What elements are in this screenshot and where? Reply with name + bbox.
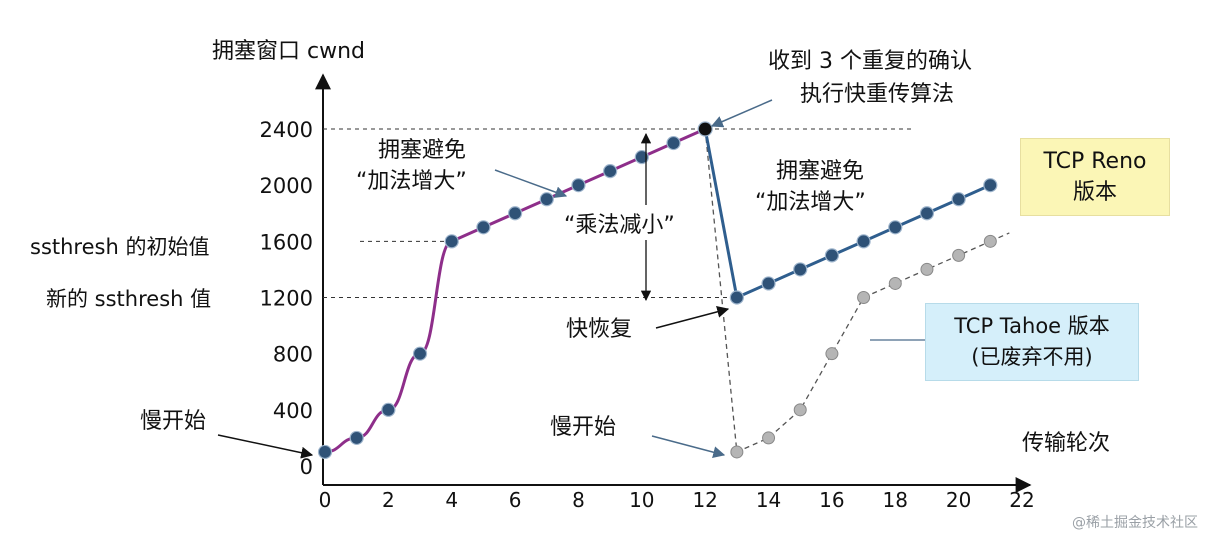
x-tick-14: 14 <box>756 488 781 512</box>
ca-label-2-line1: 拥塞避免 <box>776 159 864 184</box>
three-ack-label-line2: 执行快重传算法 <box>800 82 954 107</box>
fast-recovery-arrow <box>655 305 730 329</box>
tahoe-legend-line2: (已废弃不用) <box>971 345 1093 369</box>
y-tick-1200: 1200 <box>260 287 313 311</box>
reno-point-17 <box>856 234 871 249</box>
x-tick-2: 2 <box>382 488 395 512</box>
tahoe-point-21 <box>983 234 997 248</box>
slow-start-arrow-1 <box>217 434 314 459</box>
reno-legend-line2: 版本 <box>1072 180 1117 205</box>
x-tick-labels: 0 2 4 6 8 10 12 14 16 18 20 22 <box>319 488 1035 512</box>
reno-point-4 <box>444 234 459 249</box>
y-tick-1600: 1600 <box>260 230 313 254</box>
reno-point-13 <box>729 290 744 305</box>
reno-legend-box: TCP Reno 版本 <box>1020 138 1170 216</box>
ca-label-1-line1: 拥塞避免 <box>378 138 466 163</box>
watermark: @稀土掘金技术社区 <box>1072 515 1198 531</box>
reno-point-10 <box>634 149 649 165</box>
reno-line-post <box>703 128 991 300</box>
y-tick-0: 0 <box>300 455 313 479</box>
y-tick-400: 400 <box>273 399 313 423</box>
reno-point-2 <box>381 402 396 417</box>
slow-start-label-2: 慢开始 <box>550 415 616 440</box>
new-ssthresh-label: 新的 ssthresh 值 <box>46 287 211 311</box>
reno-point-12 <box>697 121 713 137</box>
reno-point-9 <box>603 164 618 179</box>
y-tick-labels: 0 400 800 1200 1600 2000 2400 <box>260 118 313 479</box>
guide-lines <box>323 128 915 298</box>
y-tick-2000: 2000 <box>260 174 313 198</box>
x-tick-8: 8 <box>572 488 585 512</box>
reno-point-0 <box>317 444 333 460</box>
x-tick-16: 16 <box>819 488 844 512</box>
tahoe-point-14 <box>762 431 776 445</box>
reno-point-18 <box>888 220 903 235</box>
tahoe-point-20 <box>952 248 966 262</box>
tahoe-point-18 <box>888 276 902 290</box>
x-tick-18: 18 <box>883 488 908 512</box>
y-tick-800: 800 <box>273 343 313 367</box>
fast-recovery-label: 快恢复 <box>566 317 632 342</box>
tahoe-point-16 <box>825 347 839 361</box>
three-ack-arrow <box>710 99 773 128</box>
y-axis-title: 拥塞窗口 cwnd <box>212 39 365 64</box>
reno-point-21 <box>983 178 998 193</box>
reno-point-19 <box>919 206 935 221</box>
tahoe-line <box>704 128 991 453</box>
reno-point-7 <box>539 192 554 207</box>
tahoe-legend-line1: TCP Tahoe 版本 <box>954 314 1110 338</box>
y-tick-2400: 2400 <box>260 118 313 142</box>
x-axis-title: 传输轮次 <box>1022 431 1110 456</box>
x-tick-6: 6 <box>509 488 522 512</box>
tahoe-point-13 <box>730 445 744 459</box>
reno-point-15 <box>793 262 808 277</box>
reno-point-1 <box>349 430 364 446</box>
x-tick-4: 4 <box>445 488 458 512</box>
reno-legend-line1: TCP Reno <box>1043 149 1147 174</box>
slow-start-label-1: 慢开始 <box>140 409 206 434</box>
ca-label-2-line2: “加法增大” <box>755 190 866 215</box>
tahoe-point-15 <box>793 403 807 417</box>
multiplicative-decrease-label: “乘法减小” <box>564 213 675 238</box>
tahoe-point-19 <box>920 262 934 276</box>
x-tick-0: 0 <box>319 488 332 512</box>
initial-ssthresh-label: ssthresh 的初始值 <box>30 235 209 259</box>
ca-arrow-1 <box>494 169 568 198</box>
tahoe-legend-box: TCP Tahoe 版本 (已废弃不用) <box>925 303 1139 381</box>
x-tick-10: 10 <box>629 488 654 512</box>
x-tick-20: 20 <box>946 488 971 512</box>
reno-point-3 <box>412 346 428 361</box>
x-tick-12: 12 <box>692 488 717 512</box>
reno-point-14 <box>761 276 776 291</box>
reno-point-20 <box>951 192 966 207</box>
ca-label-1-line2: “加法增大” <box>356 169 467 194</box>
series-layer <box>317 121 1010 460</box>
tahoe-point-17 <box>857 291 871 304</box>
reno-point-6 <box>507 206 523 221</box>
reno-point-16 <box>824 248 840 263</box>
reno-point-5 <box>476 220 491 235</box>
reno-point-8 <box>571 178 586 193</box>
reno-point-11 <box>666 135 681 151</box>
x-tick-22: 22 <box>1009 488 1034 512</box>
slow-start-arrow-2 <box>651 435 726 459</box>
three-ack-label-line1: 收到 3 个重复的确认 <box>768 49 972 74</box>
